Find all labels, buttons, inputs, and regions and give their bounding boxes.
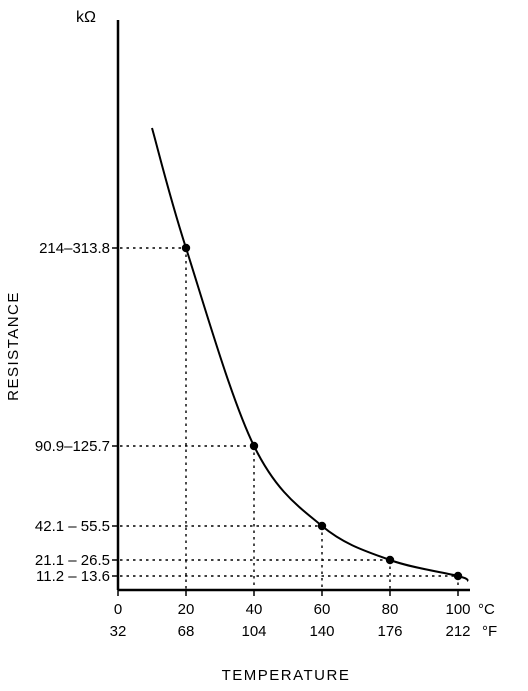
y-value-label: 42.1 – 55.5 [35,518,110,535]
y-axis-title: RESISTANCE [5,291,22,401]
data-point [385,555,395,565]
x-tick-label-fahrenheit: 176 [377,623,402,640]
y-value-label: 214–313.8 [39,240,110,257]
x-unit-fahrenheit: °F [482,623,497,640]
y-unit-label: kΩ [76,9,96,26]
x-tick-label-fahrenheit: 104 [241,623,266,640]
x-tick-label-fahrenheit: 68 [178,623,195,640]
data-point [181,243,191,253]
data-point [249,441,259,451]
y-value-label: 90.9–125.7 [35,438,110,455]
y-value-label: 21.1 – 26.5 [35,552,110,569]
x-tick-label-celsius: 60 [314,601,331,618]
x-tick-label-fahrenheit: 32 [110,623,127,640]
x-tick-label-fahrenheit: 212 [445,623,470,640]
data-point [317,521,327,531]
y-value-label: 11.2 – 13.6 [36,568,110,585]
x-tick-label-celsius: 40 [246,601,263,618]
data-point [453,571,463,581]
x-tick-label-fahrenheit: 140 [309,623,334,640]
x-tick-label-celsius: 0 [114,601,122,618]
resistance-curve [151,127,469,582]
x-tick-label-celsius: 100 [445,601,470,618]
x-tick-label-celsius: 80 [382,601,399,618]
x-axis-title: TEMPERATURE [222,667,351,684]
x-tick-label-celsius: 20 [178,601,195,618]
x-unit-celsius: °C [478,601,495,618]
